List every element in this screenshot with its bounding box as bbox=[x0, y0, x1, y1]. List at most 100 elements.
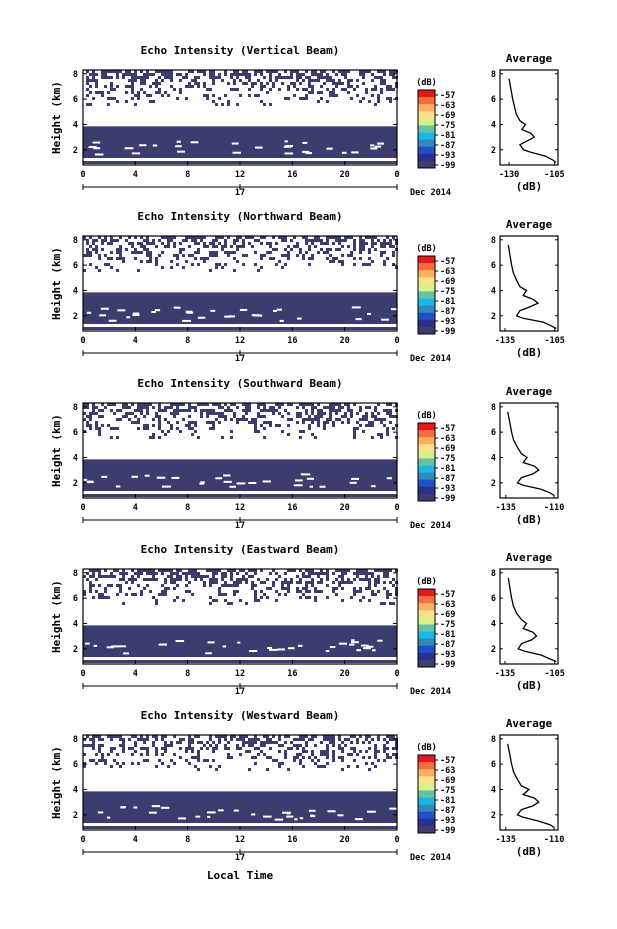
echo-cell bbox=[245, 406, 248, 409]
echo-cell bbox=[368, 572, 371, 575]
echo-cell bbox=[392, 245, 395, 248]
echo-cell bbox=[320, 239, 323, 242]
echo-cell bbox=[143, 73, 146, 76]
echo-cell bbox=[293, 756, 296, 759]
echo-cell bbox=[383, 575, 386, 578]
echo-cell bbox=[146, 753, 149, 756]
colorbar-segment bbox=[418, 430, 435, 438]
echo-cell bbox=[341, 82, 344, 85]
echo-cell bbox=[329, 248, 332, 251]
echo-cell bbox=[296, 245, 299, 248]
echo-cell bbox=[170, 266, 173, 269]
average-profile-line bbox=[508, 78, 557, 164]
echo-cell bbox=[185, 97, 188, 100]
echo-cell bbox=[380, 254, 383, 257]
echo-cell bbox=[134, 415, 137, 418]
echo-cell bbox=[101, 73, 104, 76]
echo-cell bbox=[347, 79, 350, 82]
echo-cell bbox=[347, 254, 350, 257]
echo-cell bbox=[308, 581, 311, 584]
echo-cell bbox=[389, 738, 392, 741]
echo-cell bbox=[104, 406, 107, 409]
echo-cell bbox=[293, 759, 296, 762]
echo-cell bbox=[284, 753, 287, 756]
echo-cell bbox=[92, 572, 95, 575]
echo-cell bbox=[98, 430, 101, 433]
echo-gap bbox=[206, 811, 216, 814]
colorbar-segment bbox=[418, 153, 435, 162]
echo-cell bbox=[197, 572, 200, 575]
echo-cell bbox=[362, 578, 365, 581]
echo-cell bbox=[200, 578, 203, 581]
echo-cell bbox=[227, 747, 230, 750]
echo-cell bbox=[287, 412, 290, 415]
echo-cell bbox=[302, 257, 305, 260]
echo-cell bbox=[188, 744, 191, 747]
echo-cell bbox=[389, 735, 392, 738]
echo-gap bbox=[351, 641, 359, 644]
echo-cell bbox=[197, 753, 200, 756]
echo-cell bbox=[221, 575, 224, 578]
echo-cell bbox=[233, 415, 236, 418]
echo-gap bbox=[365, 645, 374, 648]
echo-cell bbox=[140, 245, 143, 248]
echo-cell bbox=[317, 409, 320, 412]
echo-cell bbox=[212, 403, 215, 406]
day-label: 17 bbox=[235, 687, 245, 697]
echo-cell bbox=[197, 759, 200, 762]
echo-cell bbox=[137, 575, 140, 578]
echo-cell bbox=[383, 747, 386, 750]
echo-cell bbox=[350, 412, 353, 415]
echo-gap bbox=[301, 150, 310, 153]
echo-cell bbox=[218, 587, 221, 590]
echo-cell bbox=[263, 427, 266, 430]
echo-cell bbox=[263, 76, 266, 79]
echo-cell bbox=[311, 79, 314, 82]
echo-cell bbox=[185, 409, 188, 412]
echo-cell bbox=[353, 242, 356, 245]
echo-cell bbox=[104, 76, 107, 79]
echo-cell bbox=[200, 741, 203, 744]
echo-cell bbox=[359, 242, 362, 245]
average-y-tick-label: 2 bbox=[491, 645, 496, 655]
echo-cell bbox=[299, 762, 302, 765]
echo-cell bbox=[119, 254, 122, 257]
echo-cell bbox=[161, 590, 164, 593]
colorbar-label: -75 bbox=[440, 454, 455, 464]
echo-cell bbox=[248, 575, 251, 578]
echo-cell bbox=[380, 79, 383, 82]
echo-cell bbox=[101, 94, 104, 97]
echo-cell bbox=[236, 245, 239, 248]
echo-cell bbox=[179, 242, 182, 245]
colorbar-segment bbox=[418, 755, 435, 763]
echo-cell bbox=[215, 572, 218, 575]
echo-cell bbox=[176, 412, 179, 415]
echo-cell bbox=[110, 257, 113, 260]
x-tick-label: 12 bbox=[235, 669, 245, 679]
colorbar-segment bbox=[418, 596, 435, 604]
echo-cell bbox=[188, 421, 191, 424]
echo-cell bbox=[101, 242, 104, 245]
echo-cell bbox=[263, 421, 266, 424]
echo-cell bbox=[341, 578, 344, 581]
echo-cell bbox=[131, 91, 134, 94]
echo-cell bbox=[203, 82, 206, 85]
echo-cell bbox=[320, 572, 323, 575]
echo-cell bbox=[194, 251, 197, 254]
echo-cell bbox=[173, 735, 176, 738]
colorbar-label: -93 bbox=[440, 151, 455, 161]
echo-cell bbox=[290, 581, 293, 584]
echo-cell bbox=[374, 242, 377, 245]
echo-cell bbox=[248, 744, 251, 747]
echo-cell bbox=[197, 575, 200, 578]
x-tick-label: 4 bbox=[133, 835, 138, 845]
echo-cell bbox=[287, 735, 290, 738]
echo-cell bbox=[116, 269, 119, 272]
echo-cell bbox=[209, 76, 212, 79]
echo-cell bbox=[242, 263, 245, 266]
echo-cell bbox=[203, 245, 206, 248]
echo-cell bbox=[353, 590, 356, 593]
panel-3: Echo Intensity (Southward Beam)Height (k… bbox=[50, 377, 564, 531]
echo-cell bbox=[233, 73, 236, 76]
echo-cell bbox=[236, 590, 239, 593]
